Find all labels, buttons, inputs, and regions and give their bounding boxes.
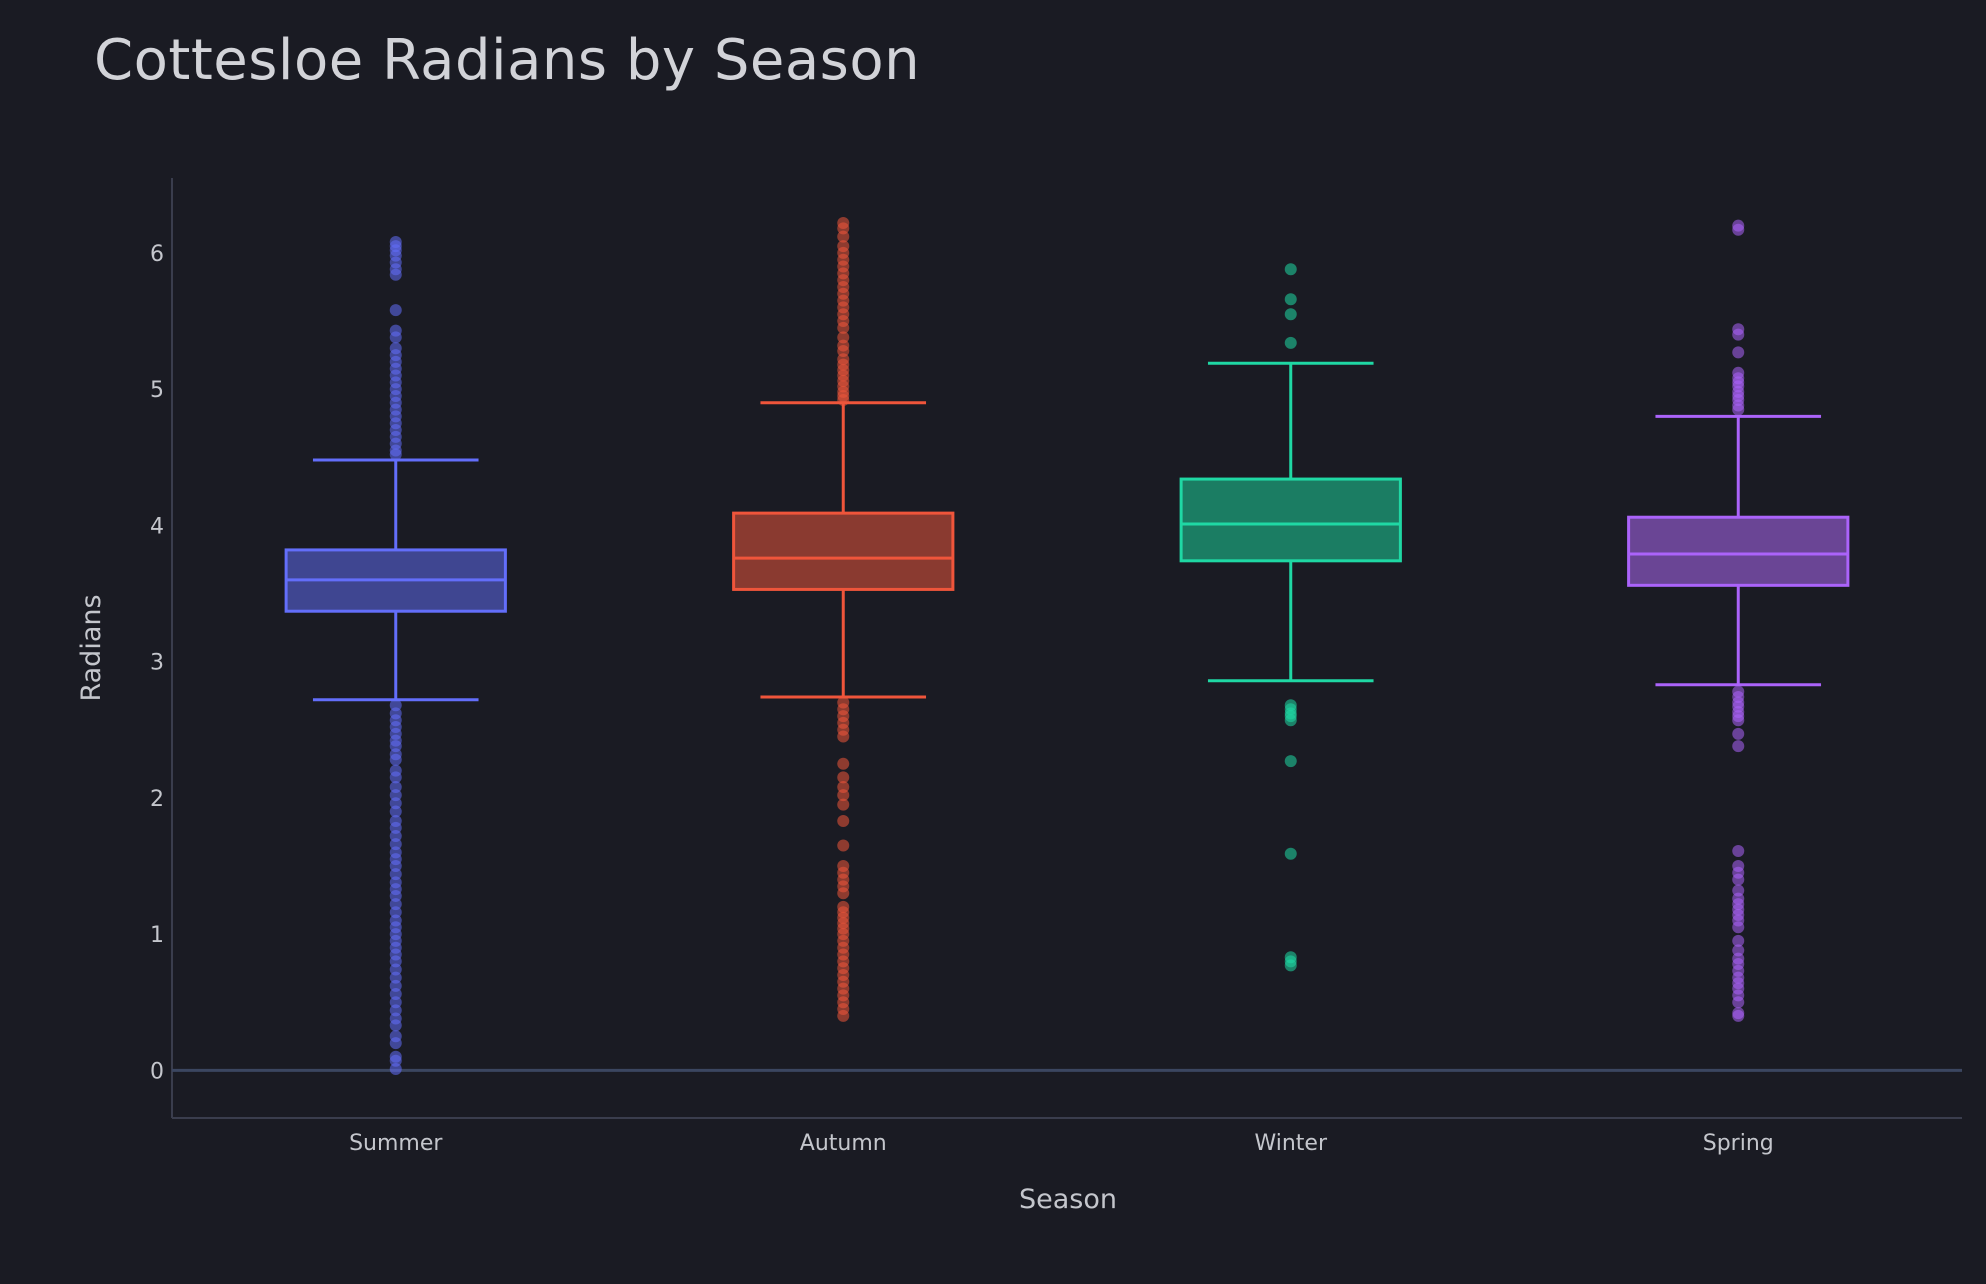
outlier-point (1732, 403, 1745, 416)
box-series-spring (1627, 219, 1850, 1022)
outlier-point (389, 1019, 402, 1032)
outlier-point (389, 268, 402, 281)
outlier-point (1284, 755, 1297, 768)
x-tick-label: Winter (1254, 1131, 1327, 1156)
outlier-point (837, 798, 850, 811)
outlier-point (837, 1009, 850, 1022)
outlier-point (1732, 740, 1745, 753)
outlier-point (837, 887, 850, 900)
outlier-point (1284, 293, 1297, 306)
outlier-point (1732, 727, 1745, 740)
outlier-point (1732, 844, 1745, 857)
outlier-point (837, 815, 850, 828)
outlier-point (1732, 346, 1745, 359)
box-series-winter (1179, 263, 1402, 972)
x-tick-label: Spring (1703, 1131, 1774, 1156)
outlier-point (389, 1062, 402, 1075)
outlier-point (1284, 847, 1297, 860)
iqr-box (732, 511, 955, 591)
outlier-point (389, 331, 402, 344)
outlier-point (389, 805, 402, 818)
outlier-point (837, 321, 850, 334)
y-tick-label: 2 (150, 787, 164, 812)
outlier-point (1732, 328, 1745, 341)
y-tick-label: 1 (150, 923, 164, 948)
y-tick-label: 6 (150, 242, 164, 267)
outlier-point (1284, 263, 1297, 276)
outlier-point (837, 230, 850, 243)
outlier-point (837, 771, 850, 784)
chart-title: Cottesloe Radians by Season (94, 28, 921, 93)
y-tick-label: 4 (150, 514, 164, 539)
outlier-point (389, 304, 402, 317)
outlier-point (1732, 714, 1745, 727)
outlier-point (389, 753, 402, 766)
y-tick-labels: 0 1 2 3 4 5 6 (150, 242, 164, 1084)
x-axis-title: Season (1019, 1184, 1117, 1215)
outlier-point (837, 789, 850, 802)
box-series-summer (284, 236, 507, 1075)
outlier-point (1732, 996, 1745, 1009)
outlier-point (389, 771, 402, 784)
outlier-point (1284, 959, 1297, 972)
outlier-point (1284, 308, 1297, 321)
outlier-point (1732, 873, 1745, 886)
y-tick-label: 0 (150, 1059, 164, 1084)
outlier-point (389, 1037, 402, 1050)
x-tick-label: Summer (349, 1131, 443, 1156)
y-tick-label: 3 (150, 651, 164, 676)
outlier-point (837, 730, 850, 743)
x-tick-label: Autumn (800, 1131, 887, 1156)
y-tick-label: 5 (150, 378, 164, 403)
outlier-point (1732, 921, 1745, 934)
y-axis-title: Radians (76, 594, 107, 701)
outlier-point (837, 839, 850, 852)
iqr-box (1179, 477, 1402, 563)
outlier-point (389, 448, 402, 461)
outlier-point (837, 757, 850, 770)
outlier-point (1284, 336, 1297, 349)
outlier-point (1284, 714, 1297, 727)
outlier-point (1732, 934, 1745, 947)
box-series-group (284, 216, 1850, 1075)
iqr-box (1627, 515, 1850, 587)
box-series-autumn (732, 216, 955, 1022)
x-tick-labels: Summer Autumn Winter Spring (349, 1131, 1774, 1156)
outlier-point (1732, 1009, 1745, 1022)
outlier-point (1732, 223, 1745, 236)
